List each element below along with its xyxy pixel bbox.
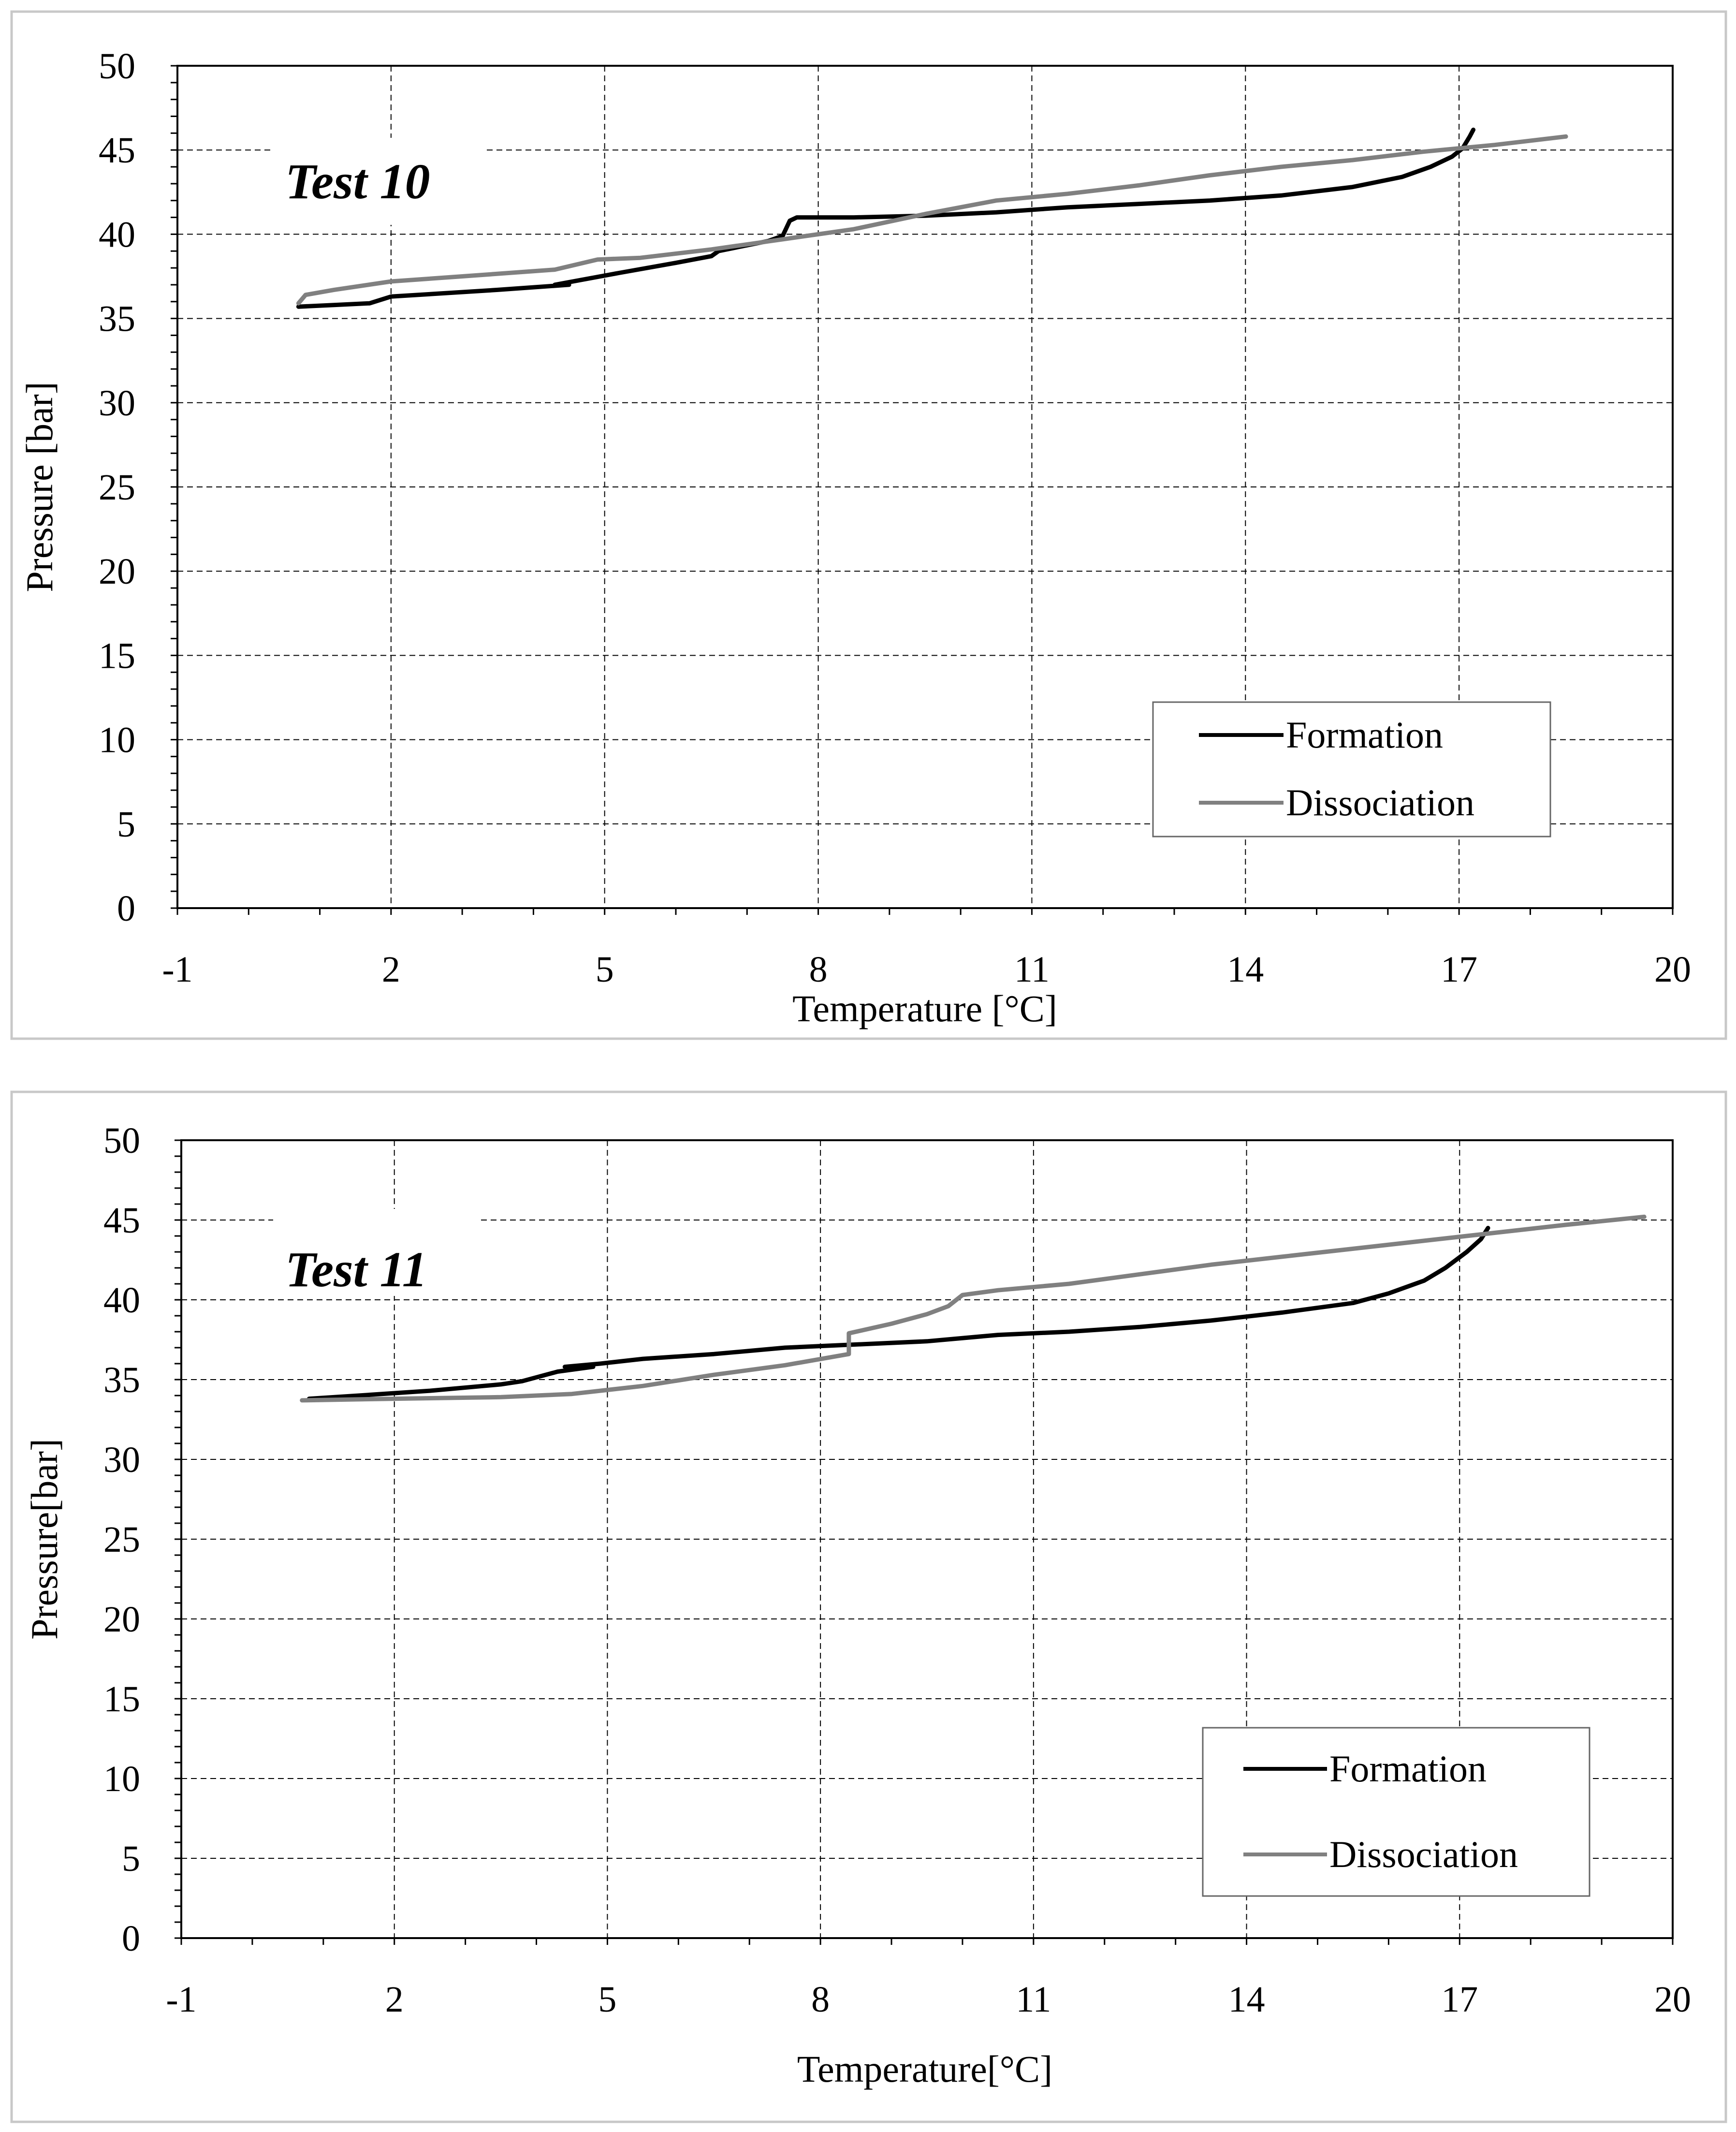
x-tick-label: 17 [1441, 949, 1477, 990]
x-tick-label: 20 [1654, 1979, 1691, 2020]
x-tick-label: 20 [1654, 949, 1691, 990]
minor-ticks [175, 1139, 1674, 1945]
y-tick-labels: 0 5 10 15 20 25 30 35 40 45 50 [99, 46, 135, 929]
x-axis-label: Temperature [°C] [792, 987, 1057, 1029]
x-tick-label: 5 [596, 949, 614, 990]
series-line-dissociation [300, 1214, 1647, 1403]
chart-title: Test 11 [285, 1242, 427, 1297]
x-axis-label: Temperature[°C] [797, 2048, 1052, 2090]
y-tick-label: 40 [99, 214, 135, 255]
x-tick-label: 8 [811, 1979, 830, 2020]
series-line-formation [296, 127, 1476, 309]
y-tick-label: 25 [99, 467, 135, 508]
series-group [300, 1214, 1647, 1403]
series-group [296, 127, 1568, 309]
chart-title: Test 10 [285, 154, 430, 209]
y-tick-label: 10 [99, 720, 135, 761]
x-tick-label: 11 [1016, 1979, 1051, 2020]
x-tick-label: -1 [166, 1979, 196, 2020]
legend-label-formation: Formation [1286, 714, 1443, 756]
y-tick-label: 15 [103, 1679, 140, 1720]
y-tick-label: 45 [103, 1200, 140, 1241]
y-tick-label: 25 [103, 1519, 140, 1560]
y-tick-label: 30 [103, 1440, 140, 1480]
series-line-formation [306, 1226, 1490, 1401]
x-tick-label: 14 [1228, 1979, 1265, 2020]
legend-label-formation: Formation [1329, 1748, 1487, 1790]
y-tick-label: 10 [103, 1759, 140, 1799]
y-tick-label: 5 [117, 804, 135, 845]
y-tick-label: 20 [103, 1599, 140, 1640]
x-tick-label: 8 [809, 949, 828, 990]
y-tick-label: 30 [99, 383, 135, 424]
y-tick-label: 5 [122, 1838, 140, 1879]
title-background [273, 138, 483, 225]
y-tick-label: 40 [103, 1280, 140, 1321]
y-tick-labels: 0 5 10 15 20 25 30 35 40 45 50 [103, 1120, 140, 1959]
y-tick-label: 35 [99, 299, 135, 339]
y-tick-label: 0 [122, 1918, 140, 1959]
legend: Formation Dissociation [1152, 701, 1551, 838]
title-background [273, 1209, 479, 1296]
y-tick-label: 45 [99, 130, 135, 171]
legend-label-dissociation: Dissociation [1329, 1833, 1518, 1875]
y-tick-label: 15 [99, 635, 135, 676]
series-line-dissociation [296, 134, 1568, 306]
y-tick-label: 0 [117, 888, 135, 929]
x-tick-label: 17 [1441, 1979, 1478, 2020]
legend-label-dissociation: Dissociation [1286, 781, 1474, 823]
x-tick-label: 2 [382, 949, 400, 990]
x-tick-label: 5 [598, 1979, 616, 2020]
x-tick-labels: -1 2 5 8 11 14 17 20 [166, 1979, 1691, 2020]
y-axis-label: Pressure [bar] [18, 382, 60, 592]
x-tick-label: 2 [385, 1979, 404, 2020]
y-tick-label: 35 [103, 1360, 140, 1400]
minor-ticks [171, 65, 1674, 915]
y-tick-label: 50 [103, 1120, 140, 1161]
legend-box [1202, 1727, 1590, 1897]
x-tick-labels: -1 2 5 8 11 14 17 20 [162, 949, 1691, 990]
y-tick-label: 50 [99, 46, 135, 87]
y-axis-label: Pressure[bar] [23, 1439, 65, 1640]
x-tick-label: 11 [1014, 949, 1050, 990]
x-tick-label: -1 [162, 949, 192, 990]
x-tick-label: 14 [1227, 949, 1264, 990]
y-tick-label: 20 [99, 551, 135, 592]
legend-box [1152, 701, 1551, 838]
legend: Formation Dissociation [1202, 1727, 1590, 1897]
